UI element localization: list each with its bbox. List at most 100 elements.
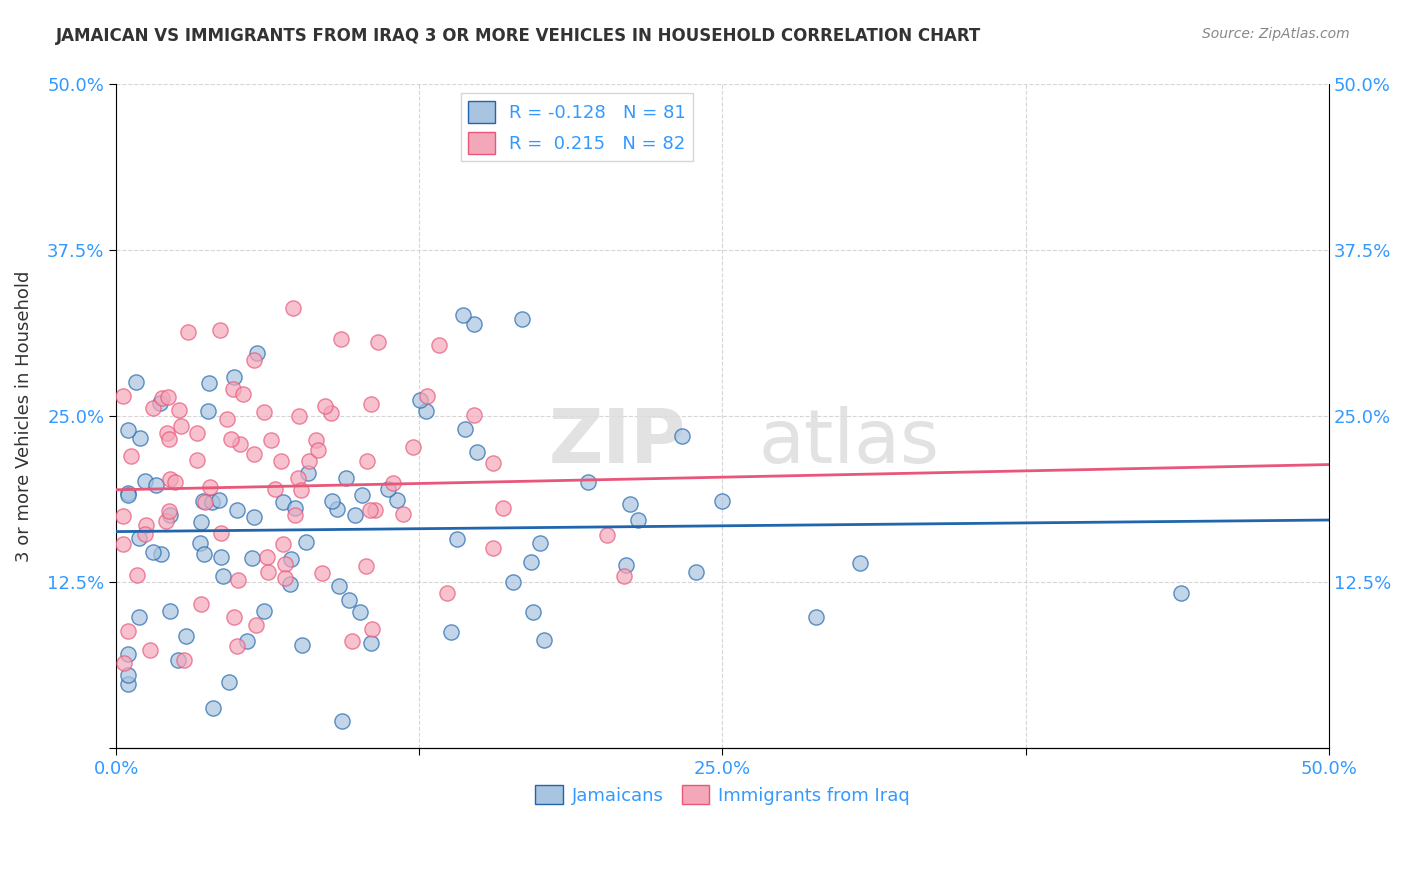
Point	[142, 545, 165, 559]
Point	[321, 407, 343, 421]
Text: Source: ZipAtlas.com: Source: ZipAtlas.com	[1202, 27, 1350, 41]
Point	[149, 396, 172, 410]
Point	[167, 403, 190, 417]
Point	[200, 480, 222, 494]
Point	[212, 568, 235, 582]
Point	[294, 534, 316, 549]
Point	[243, 353, 266, 368]
Point	[170, 418, 193, 433]
Point	[402, 440, 425, 454]
Point	[222, 369, 245, 384]
Point	[415, 389, 437, 403]
Point	[219, 432, 242, 446]
Point	[463, 318, 485, 332]
Point	[848, 557, 870, 571]
Point	[240, 550, 263, 565]
Legend: Jamaicans, Immigrants from Iraq: Jamaicans, Immigrants from Iraq	[529, 778, 917, 812]
Point	[159, 604, 181, 618]
Point	[156, 426, 179, 441]
Point	[188, 536, 211, 550]
Point	[224, 610, 246, 624]
Point	[117, 624, 139, 638]
Point	[134, 474, 156, 488]
Point	[209, 549, 232, 564]
Point	[307, 442, 329, 457]
Point	[273, 494, 295, 508]
Point	[194, 495, 217, 509]
Point	[360, 397, 382, 411]
Point	[298, 454, 321, 468]
Point	[305, 433, 328, 447]
Point	[127, 568, 149, 582]
Text: atlas: atlas	[759, 406, 939, 479]
Point	[343, 508, 366, 522]
Point	[112, 389, 135, 403]
Point	[142, 401, 165, 415]
Point	[145, 478, 167, 492]
Point	[128, 609, 150, 624]
Point	[120, 449, 142, 463]
Point	[264, 483, 287, 497]
Point	[671, 428, 693, 442]
Point	[260, 434, 283, 448]
Point	[257, 566, 280, 580]
Point	[232, 387, 254, 401]
Point	[159, 508, 181, 522]
Point	[349, 605, 371, 619]
Point	[290, 638, 312, 652]
Point	[284, 508, 307, 522]
Point	[152, 391, 174, 405]
Point	[117, 423, 139, 437]
Point	[576, 475, 599, 490]
Point	[209, 323, 232, 337]
Point	[415, 403, 437, 417]
Point	[451, 308, 474, 322]
Point	[174, 629, 197, 643]
Point	[409, 392, 432, 407]
Point	[616, 558, 638, 572]
Point	[463, 408, 485, 422]
Point	[253, 604, 276, 618]
Point	[596, 528, 619, 542]
Point	[200, 495, 222, 509]
Point	[533, 633, 555, 648]
Point	[155, 514, 177, 528]
Point	[112, 536, 135, 550]
Point	[270, 453, 292, 467]
Point	[274, 571, 297, 585]
Point	[711, 493, 734, 508]
Point	[138, 642, 160, 657]
Point	[226, 639, 249, 653]
Point	[359, 503, 381, 517]
Point	[278, 577, 301, 591]
Point	[128, 431, 150, 445]
Point	[311, 566, 333, 580]
Point	[280, 551, 302, 566]
Point	[436, 586, 458, 600]
Point	[173, 652, 195, 666]
Point	[522, 605, 544, 619]
Point	[297, 466, 319, 480]
Point	[208, 493, 231, 508]
Point	[1170, 586, 1192, 600]
Point	[128, 531, 150, 545]
Point	[385, 493, 408, 508]
Point	[117, 648, 139, 662]
Point	[157, 432, 180, 446]
Point	[190, 597, 212, 611]
Point	[330, 332, 353, 346]
Point	[134, 527, 156, 541]
Point	[112, 508, 135, 523]
Point	[243, 510, 266, 524]
Point	[150, 547, 173, 561]
Point	[454, 422, 477, 436]
Point	[392, 507, 415, 521]
Point	[228, 573, 250, 587]
Point	[229, 436, 252, 450]
Point	[284, 500, 307, 515]
Point	[427, 337, 450, 351]
Point	[465, 445, 488, 459]
Point	[191, 494, 214, 508]
Point	[381, 475, 404, 490]
Point	[337, 592, 360, 607]
